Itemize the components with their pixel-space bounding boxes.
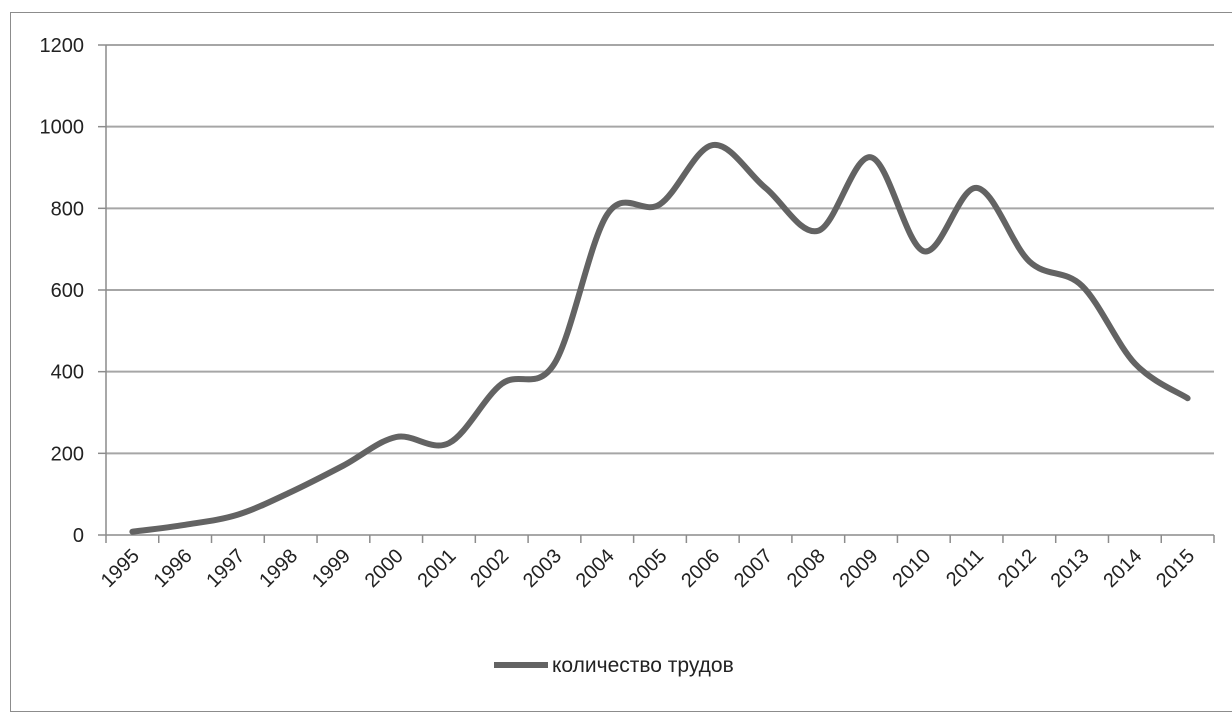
x-tick-label: 2003 bbox=[519, 545, 566, 592]
x-tick-label: 2002 bbox=[466, 545, 513, 592]
x-tick-label: 1998 bbox=[255, 545, 302, 592]
x-tick-label: 1999 bbox=[308, 545, 355, 592]
x-tick-label: 2005 bbox=[625, 545, 672, 592]
x-tick-label: 2006 bbox=[677, 545, 724, 592]
y-tick-label: 400 bbox=[51, 362, 84, 384]
x-tick-label: 2004 bbox=[572, 545, 619, 592]
x-tick-labels: 1995 1996 1997 1998 1999 2000 2001 2002 2003 2004… bbox=[97, 545, 1199, 592]
x-tick-label: 2009 bbox=[836, 545, 883, 592]
y-tick-label: 0 bbox=[73, 525, 84, 547]
x-tick-label: 2000 bbox=[361, 545, 408, 592]
gridlines bbox=[106, 44, 1214, 455]
x-tick-label: 2012 bbox=[994, 545, 1041, 592]
x-tick-label: 2007 bbox=[730, 545, 777, 592]
y-tick-label: 1000 bbox=[40, 117, 85, 139]
y-tick-label: 200 bbox=[51, 443, 84, 465]
y-tick-label: 800 bbox=[51, 198, 84, 220]
axes bbox=[98, 44, 1215, 543]
x-tick-label: 2001 bbox=[413, 545, 460, 592]
series-group bbox=[129, 142, 1191, 535]
x-tick-label: 1997 bbox=[202, 545, 249, 592]
series-line bbox=[129, 142, 1191, 535]
x-tick-label: 2014 bbox=[1099, 545, 1146, 592]
x-tick-label: 2015 bbox=[1152, 545, 1199, 592]
x-tick-label: 2011 bbox=[942, 545, 988, 591]
x-tick-label: 2013 bbox=[1047, 545, 1094, 592]
y-tick-labels: 0 200 400 600 800 1000 1200 bbox=[40, 35, 85, 547]
x-tick-label: 2010 bbox=[888, 545, 935, 592]
y-tick-label: 1200 bbox=[40, 35, 85, 57]
x-tick-label: 1995 bbox=[97, 545, 144, 592]
y-tick-label: 600 bbox=[51, 280, 84, 302]
x-tick-label: 1996 bbox=[150, 545, 197, 592]
legend: количество трудов bbox=[494, 654, 734, 677]
legend-label: количество трудов bbox=[552, 654, 734, 677]
x-tick-label: 2008 bbox=[783, 545, 830, 592]
